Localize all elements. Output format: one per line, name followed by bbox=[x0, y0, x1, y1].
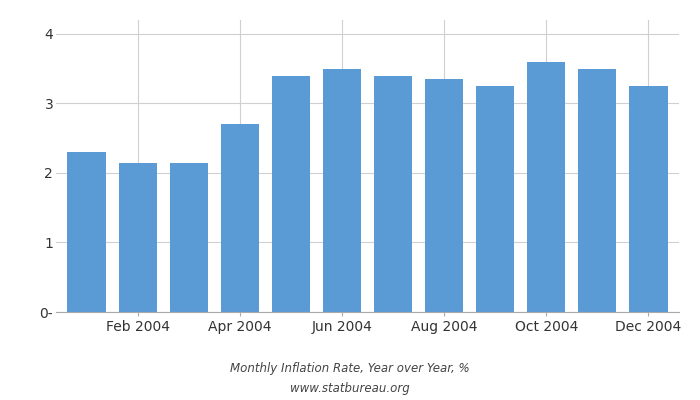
Bar bbox=[220, 124, 259, 312]
Bar bbox=[67, 152, 106, 312]
Bar bbox=[169, 162, 208, 312]
Bar bbox=[578, 69, 617, 312]
Bar bbox=[118, 162, 157, 312]
Text: www.statbureau.org: www.statbureau.org bbox=[290, 382, 410, 395]
Bar bbox=[272, 76, 310, 312]
Bar bbox=[374, 76, 412, 312]
Bar bbox=[476, 86, 514, 312]
Text: Monthly Inflation Rate, Year over Year, %: Monthly Inflation Rate, Year over Year, … bbox=[230, 362, 470, 375]
Bar bbox=[527, 62, 566, 312]
Bar bbox=[425, 79, 463, 312]
Bar bbox=[323, 69, 361, 312]
Bar bbox=[629, 86, 668, 312]
